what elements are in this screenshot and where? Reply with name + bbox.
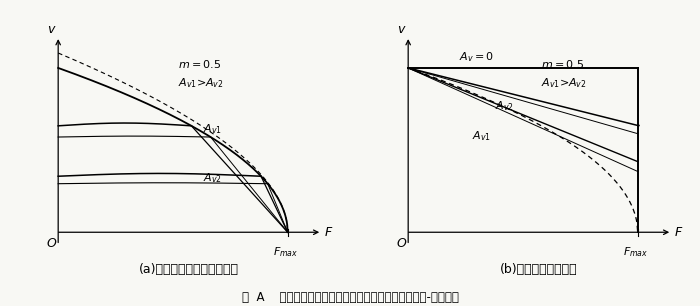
Text: (a)进口和出口节流调速回路: (a)进口和出口节流调速回路: [139, 263, 239, 276]
Text: $F_{max}$: $F_{max}$: [273, 245, 298, 259]
Text: $O$: $O$: [395, 237, 407, 250]
Text: $A_{v2}$: $A_{v2}$: [203, 171, 222, 185]
Text: $m=0.5$: $m=0.5$: [178, 58, 220, 70]
Text: $v$: $v$: [396, 23, 406, 36]
Text: $A_{v1}$>$A_{v2}$: $A_{v1}$>$A_{v2}$: [541, 76, 587, 90]
Text: $F_{max}$: $F_{max}$: [623, 245, 648, 259]
Text: $A_{v1}$: $A_{v1}$: [203, 122, 222, 136]
Text: $F$: $F$: [324, 226, 334, 239]
Text: $v$: $v$: [46, 23, 56, 36]
Text: (b)旁路节流调速回路: (b)旁路节流调速回路: [500, 263, 578, 276]
Text: 图  A    调速阀的进口、出口和旁路节流调速回路的速度-负载曲线: 图 A 调速阀的进口、出口和旁路节流调速回路的速度-负载曲线: [241, 291, 458, 304]
Text: $A_v=0$: $A_v=0$: [458, 50, 493, 64]
Text: $O$: $O$: [46, 237, 57, 250]
Text: $A_{v1}$>$A_{v2}$: $A_{v1}$>$A_{v2}$: [178, 76, 223, 90]
Text: $A_{v1}$: $A_{v1}$: [473, 129, 491, 143]
Text: $m=0.5$: $m=0.5$: [541, 58, 584, 70]
Text: $A_{v2}$: $A_{v2}$: [496, 99, 514, 113]
Text: $F$: $F$: [674, 226, 684, 239]
